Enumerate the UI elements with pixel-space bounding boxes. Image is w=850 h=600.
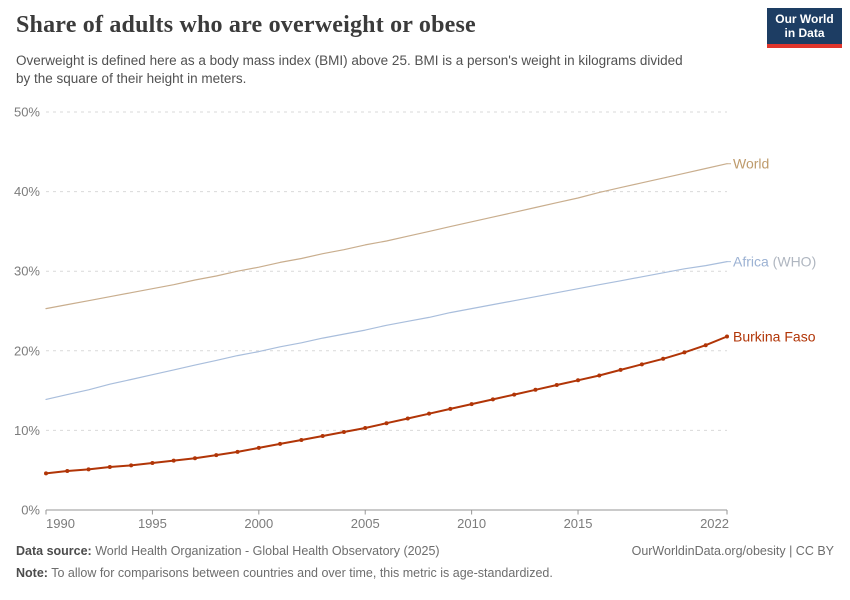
data-point-marker-burkina-faso-1995[interactable] [150,461,155,466]
data-point-marker-burkina-faso-1997[interactable] [192,456,197,461]
data-point-marker-burkina-faso-2014[interactable] [554,383,559,388]
x-tick-label-1995: 1995 [138,516,167,531]
license-link[interactable]: OurWorldinData.org/obesity | CC BY [631,544,834,558]
data-point-marker-burkina-faso-2002[interactable] [299,437,304,442]
y-tick-label-40%: 40% [14,184,40,199]
page-title: Share of adults who are overweight or ob… [16,12,476,38]
chart-footer: Data source: World Health Organization -… [16,544,834,580]
data-point-marker-burkina-faso-2021[interactable] [703,343,708,348]
data-point-marker-burkina-faso-1992[interactable] [86,467,91,472]
data-point-marker-burkina-faso-1994[interactable] [129,463,134,468]
owid-logo-box: Our World in Data [767,8,842,44]
series-label-suffix-africa-who: (WHO) [769,254,816,270]
data-point-marker-burkina-faso-2009[interactable] [448,406,453,411]
series-label-world[interactable]: World [733,156,769,172]
data-point-marker-burkina-faso-2006[interactable] [384,421,389,426]
note-label: Note: [16,566,48,580]
data-point-marker-burkina-faso-1998[interactable] [214,453,219,458]
data-point-marker-burkina-faso-2003[interactable] [320,433,325,438]
x-tick-label-2015: 2015 [564,516,593,531]
data-point-marker-burkina-faso-2012[interactable] [512,392,517,397]
data-point-marker-burkina-faso-2007[interactable] [405,416,410,421]
data-source-text: World Health Organization - Global Healt… [91,544,440,558]
y-tick-label-50%: 50% [14,105,40,120]
data-point-marker-burkina-faso-1993[interactable] [107,465,112,470]
data-point-marker-burkina-faso-2008[interactable] [427,411,432,416]
x-tick-label-2010: 2010 [457,516,486,531]
data-source-label: Data source: [16,544,92,558]
data-point-marker-burkina-faso-2016[interactable] [597,373,602,378]
series-line-world[interactable] [45,163,728,310]
series-line-africa-who[interactable] [45,261,728,400]
x-tick-label-2022: 2022 [700,516,729,531]
x-tick-label-2005: 2005 [351,516,380,531]
owid-logo-line-1: Our World [775,11,834,26]
data-point-marker-burkina-faso-2017[interactable] [618,367,623,372]
series-label-burkina-faso[interactable]: Burkina Faso [733,328,816,344]
data-point-marker-burkina-faso-1990[interactable] [44,471,48,476]
x-tick-label-1990: 1990 [46,516,75,531]
note-line: Note: To allow for comparisons between c… [16,566,553,580]
series-label-africa-who[interactable]: Africa (WHO) [733,254,816,270]
data-point-marker-burkina-faso-2018[interactable] [639,362,644,367]
y-tick-label-20%: 20% [14,343,40,358]
subtitle-line-2: by the square of their height in meters. [16,70,247,86]
data-point-marker-burkina-faso-2015[interactable] [576,378,581,383]
y-tick-label-0%: 0% [21,503,40,518]
data-point-marker-burkina-faso-1996[interactable] [171,458,176,463]
subtitle-line-1: Overweight is defined here as a body mas… [16,53,683,68]
note-text: To allow for comparisons between countri… [47,566,553,580]
x-tick-label-2000: 2000 [244,516,273,531]
data-point-marker-burkina-faso-2020[interactable] [682,350,687,355]
data-point-marker-burkina-faso-2005[interactable] [363,426,368,431]
data-source-line: Data source: World Health Organization -… [16,544,440,558]
data-point-marker-burkina-faso-2004[interactable] [341,429,346,434]
chart-subtitle: Overweight is defined here as a body mas… [16,52,761,88]
data-point-marker-burkina-faso-2000[interactable] [256,445,261,450]
owid-logo[interactable]: Our World in Data [767,8,842,48]
data-point-marker-burkina-faso-2013[interactable] [533,387,538,392]
data-point-marker-burkina-faso-2010[interactable] [469,402,474,407]
y-tick-label-30%: 30% [14,264,40,279]
owid-logo-accent-bar [767,44,842,48]
data-point-marker-burkina-faso-2022[interactable] [725,334,729,339]
owid-logo-line-2: in Data [784,26,825,40]
data-point-marker-burkina-faso-1999[interactable] [235,449,240,454]
data-point-marker-burkina-faso-2019[interactable] [661,356,666,361]
y-tick-label-10%: 10% [14,423,40,438]
data-point-marker-burkina-faso-1991[interactable] [65,468,70,473]
series-line-burkina-faso[interactable] [45,335,728,475]
data-point-marker-burkina-faso-2001[interactable] [278,441,283,446]
data-point-marker-burkina-faso-2011[interactable] [490,397,495,402]
